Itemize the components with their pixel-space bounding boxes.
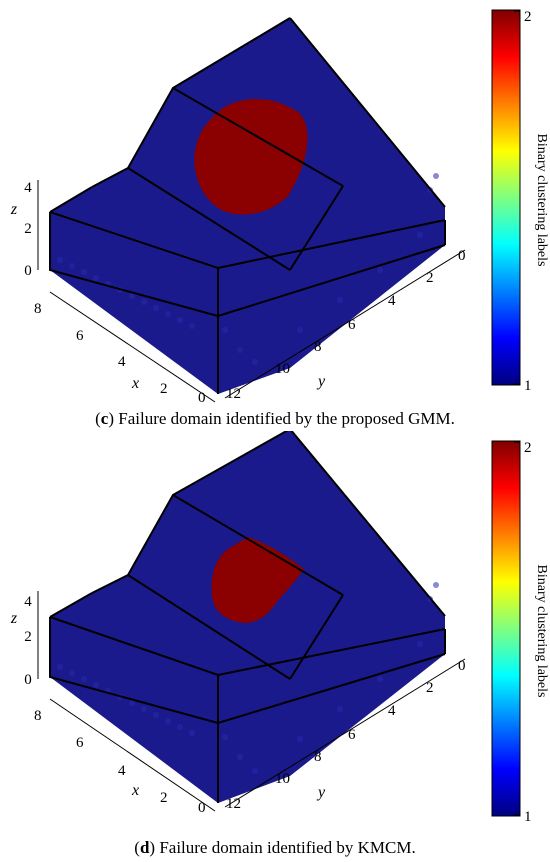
x-axis-label-c: x xyxy=(131,375,139,392)
y-tick-0-d: 0 xyxy=(458,658,466,674)
y-tick-8-c: 8 xyxy=(314,339,322,355)
y-tick-6-c: 6 xyxy=(348,317,356,333)
y-axis-label-d: y xyxy=(316,784,326,801)
z-tick-2-d: 2 xyxy=(24,629,32,645)
z-tick-4-c: 4 xyxy=(24,180,32,196)
colorbar-title-d: Binary clustering labels xyxy=(534,565,549,698)
colorbar-gradient-c xyxy=(491,9,521,386)
z-tick-2-c: 2 xyxy=(24,221,32,237)
y-tick-10-d: 10 xyxy=(275,771,290,787)
x-tick-2-c: 2 xyxy=(160,381,168,397)
panel-c: 0 2 4 z 8 6 4 2 0 x 12 10 8 6 4 2 0 y xyxy=(0,0,550,430)
y-tick-2-c: 2 xyxy=(426,270,434,286)
y-tick-4-d: 4 xyxy=(388,703,396,719)
z-tick-4-d: 4 xyxy=(24,594,32,610)
y-tick-12-c: 12 xyxy=(226,386,241,402)
x-tick-4-d: 4 xyxy=(118,763,126,779)
z-axis-label-c: z xyxy=(10,201,18,218)
y-tick-12-d: 12 xyxy=(226,796,241,812)
z-tick-0-c: 0 xyxy=(24,263,32,279)
y-axis-c: 12 10 8 6 4 2 0 y xyxy=(224,248,466,402)
colorbar-c: 2 1 Binary clustering labels xyxy=(491,9,549,394)
z-tick-0-d: 0 xyxy=(24,672,32,688)
y-tick-2-d: 2 xyxy=(426,680,434,696)
x-tick-6-c: 6 xyxy=(76,328,84,344)
slope-3d-plot-d: 0 2 4 z 8 6 4 2 0 x 12 10 8 6 4 2 0 y xyxy=(10,431,549,825)
x-tick-6-d: 6 xyxy=(76,735,84,751)
x-axis-d: 8 6 4 2 0 x xyxy=(34,698,216,816)
x-tick-0-c: 0 xyxy=(198,390,206,406)
x-tick-8-d: 8 xyxy=(34,708,42,724)
x-tick-4-c: 4 xyxy=(118,354,126,370)
y-tick-10-c: 10 xyxy=(275,361,290,377)
slope-3d-plot-c: 0 2 4 z 8 6 4 2 0 x 12 10 8 6 4 2 0 y xyxy=(10,9,549,406)
x-axis-c: 8 6 4 2 0 x xyxy=(34,291,216,406)
caption-text-d: Failure domain identified by KMCM. xyxy=(155,838,416,857)
caption-label-d: d xyxy=(139,838,150,857)
z-axis-label-d: z xyxy=(10,610,18,627)
y-axis-d: 12 10 8 6 4 2 0 y xyxy=(224,658,466,812)
slope-outline-c xyxy=(49,17,446,394)
colorbar-max-label-d: 2 xyxy=(524,440,532,456)
y-tick-4-c: 4 xyxy=(388,293,396,309)
slope-outline-d xyxy=(49,431,446,803)
x-tick-2-d: 2 xyxy=(160,790,168,806)
colorbar-d: 2 1 Binary clustering labels xyxy=(491,440,549,825)
colorbar-title-c: Binary clustering labels xyxy=(534,134,549,267)
point-texture-c xyxy=(57,173,439,365)
z-axis-c: 0 2 4 z xyxy=(10,180,39,279)
y-axis-label-c: y xyxy=(316,373,326,390)
y-tick-8-d: 8 xyxy=(314,749,322,765)
colorbar-max-label-c: 2 xyxy=(524,9,532,25)
y-tick-0-c: 0 xyxy=(458,248,466,264)
caption-text-c: Failure domain identified by the propose… xyxy=(114,409,455,428)
z-axis-d: 0 2 4 z xyxy=(10,591,39,688)
colorbar-min-label-c: 1 xyxy=(524,378,532,394)
x-tick-8-c: 8 xyxy=(34,301,42,317)
figure-caption-d: (d) Failure domain identified by KMCM. xyxy=(134,838,416,857)
colorbar-gradient-d xyxy=(491,440,521,817)
y-tick-6-d: 6 xyxy=(348,727,356,743)
caption-label-c: c xyxy=(100,409,109,428)
x-tick-0-d: 0 xyxy=(198,800,206,816)
figure-caption-c: (c) Failure domain identified by the pro… xyxy=(95,409,455,428)
failure-domain-c xyxy=(194,99,308,215)
panel-d: 0 2 4 z 8 6 4 2 0 x 12 10 8 6 4 2 0 y xyxy=(0,431,550,862)
x-axis-label-d: x xyxy=(131,782,139,799)
colorbar-min-label-d: 1 xyxy=(524,809,532,825)
